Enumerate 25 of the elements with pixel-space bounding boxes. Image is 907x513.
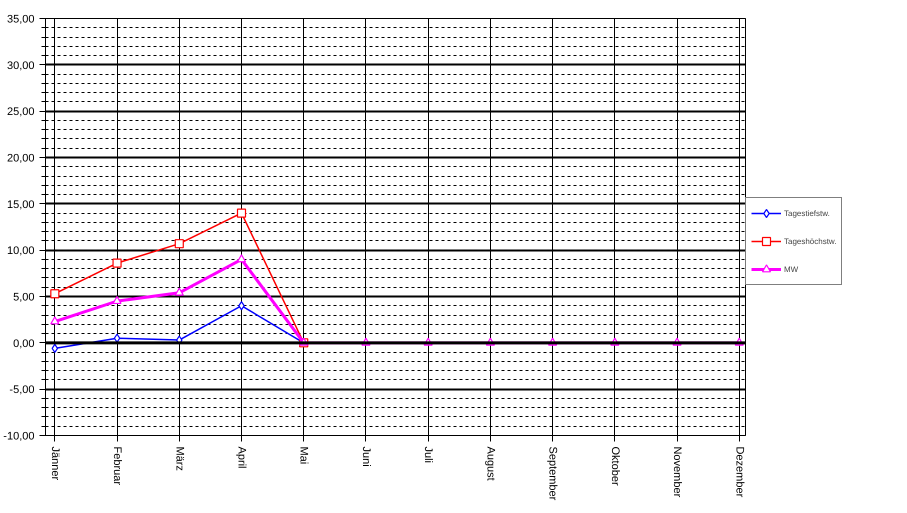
legend-label: Tagestiefstw. bbox=[784, 208, 830, 218]
x-tick-label: Juni bbox=[360, 446, 372, 467]
x-tick-label: November bbox=[671, 446, 684, 498]
x-tick-label: August bbox=[484, 446, 496, 481]
legend-label: Tageshöchstw. bbox=[784, 236, 836, 246]
x-tick-label: März bbox=[173, 446, 186, 471]
y-tick-label: 15,00 bbox=[6, 198, 35, 211]
y-tick-label: 25,00 bbox=[6, 106, 35, 118]
legend-label: MW bbox=[784, 264, 800, 274]
x-tick-label: Mai bbox=[298, 446, 310, 464]
y-tick-label: 10,00 bbox=[6, 245, 35, 258]
y-tick-label: 30,00 bbox=[6, 60, 35, 72]
x-tick-label: Februar bbox=[111, 446, 124, 486]
y-tick-label: -10,00 bbox=[3, 430, 35, 442]
x-tick-label: Juli bbox=[422, 446, 434, 464]
y-tick-label: 5,00 bbox=[13, 292, 35, 304]
y-tick-label: 0,00 bbox=[13, 338, 35, 350]
x-tick-label: April bbox=[236, 446, 248, 469]
x-tick-label: September bbox=[546, 446, 559, 501]
x-tick-label: Dezember bbox=[733, 446, 746, 498]
x-tick-label: Oktober bbox=[608, 446, 621, 486]
y-tick-label: 20,00 bbox=[6, 152, 35, 164]
y-tick-label: -5,00 bbox=[9, 384, 35, 396]
x-tick-label: Jänner bbox=[48, 446, 61, 480]
y-tick-label: 35,00 bbox=[6, 14, 35, 26]
